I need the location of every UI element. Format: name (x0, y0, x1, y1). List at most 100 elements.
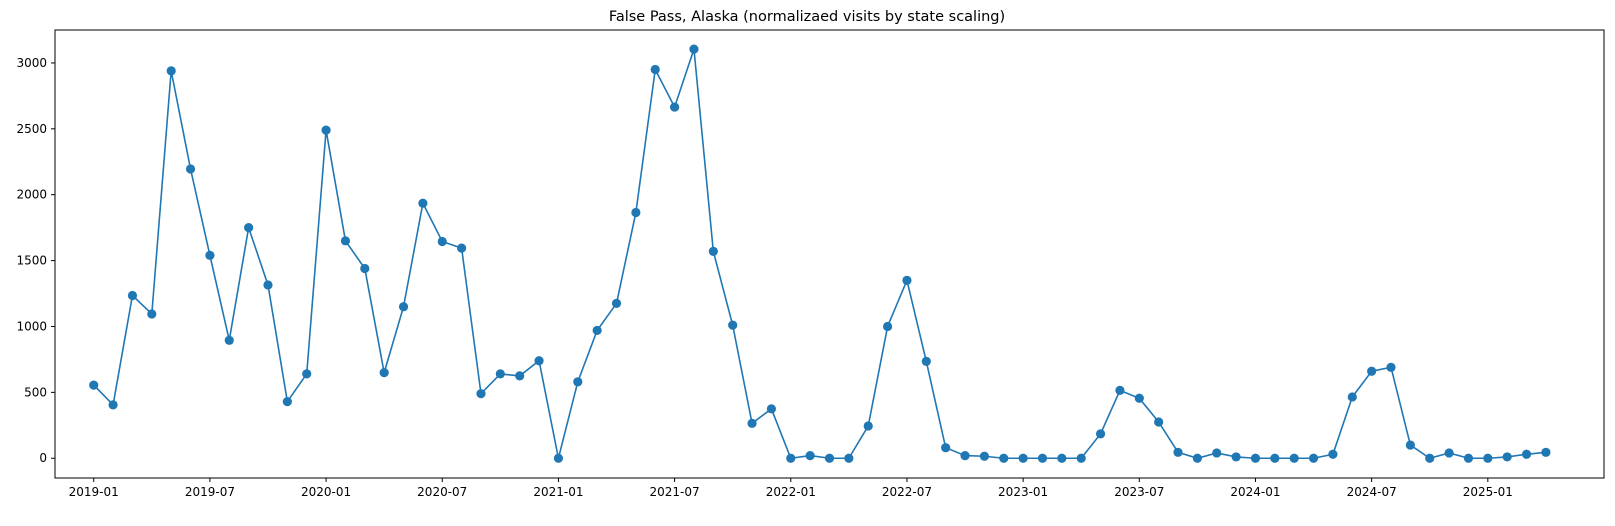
data-point (882, 321, 893, 332)
data-point (398, 302, 409, 312)
data-point (1192, 453, 1202, 463)
x-tick-label: 2024-07 (1347, 485, 1397, 499)
data-point (902, 275, 912, 285)
data-point (1115, 385, 1125, 395)
data-point (573, 377, 583, 387)
data-point (244, 223, 254, 233)
data-point (1057, 453, 1067, 463)
data-point (418, 198, 428, 208)
data-point (166, 66, 176, 76)
data-point (1154, 417, 1164, 427)
x-tick-label: 2023-01 (998, 485, 1048, 499)
y-tick-label: 1500 (16, 254, 47, 268)
data-point (1308, 453, 1319, 463)
data-point (1521, 449, 1532, 459)
y-tick-label: 3000 (16, 56, 47, 70)
data-point (999, 453, 1009, 463)
data-point (747, 418, 757, 428)
data-point (1405, 440, 1415, 450)
data-point (185, 164, 196, 174)
data-point (592, 325, 602, 336)
data-point (611, 298, 622, 309)
data-point (108, 400, 118, 410)
data-point (1095, 429, 1106, 439)
data-point (534, 356, 544, 366)
x-tick-label: 2022-01 (766, 485, 816, 499)
data-point (263, 280, 273, 290)
series-line (93, 48, 1546, 460)
data-point (476, 389, 486, 399)
data-point (708, 246, 718, 256)
data-point (1250, 453, 1261, 463)
data-point (921, 356, 931, 366)
data-point (1134, 393, 1144, 403)
y-tick-label: 2500 (16, 122, 47, 136)
x-tick-label: 2019-07 (185, 485, 235, 499)
y-axis: 0 500 1000 1500 2000 2500 3000 (16, 56, 55, 465)
y-tick-label: 0 (39, 451, 47, 465)
data-point (863, 421, 873, 431)
data-point (205, 250, 215, 260)
data-point (1463, 453, 1474, 463)
data-point (89, 380, 99, 390)
data-point (1425, 453, 1435, 463)
plot-area (89, 44, 1551, 463)
data-point (979, 451, 990, 461)
data-point (1173, 447, 1183, 457)
data-point (1367, 366, 1377, 376)
data-point (495, 369, 505, 379)
data-point (670, 102, 680, 112)
x-tick-label: 2025-01 (1463, 485, 1513, 499)
data-point (127, 290, 138, 301)
data-point (360, 263, 370, 274)
data-point (1212, 448, 1222, 458)
data-point (805, 451, 815, 461)
data-point (1037, 453, 1048, 463)
x-tick-label: 2019-01 (69, 485, 119, 499)
data-point (224, 335, 234, 345)
data-point (960, 451, 970, 461)
x-tick-label: 2021-01 (533, 485, 583, 499)
data-point (1231, 452, 1241, 462)
data-point (728, 320, 738, 330)
plot-frame (54, 29, 1605, 479)
x-tick-label: 2020-01 (301, 485, 351, 499)
data-point (689, 44, 699, 54)
data-point (766, 404, 777, 414)
x-axis: 2019-01 2019-07 2020-01 2020-07 2021-01 2021-… (69, 478, 1513, 499)
data-point (941, 443, 951, 453)
chart-title: False Pass, Alaska (normalizaed visits b… (609, 9, 1005, 25)
data-point (631, 207, 641, 218)
data-point (515, 371, 525, 381)
data-point (1347, 392, 1357, 402)
data-point (650, 64, 660, 75)
data-point (824, 453, 835, 463)
data-point (1076, 453, 1086, 463)
data-point (302, 369, 312, 379)
data-point (1328, 449, 1338, 459)
data-point (786, 453, 796, 463)
data-point (437, 236, 447, 247)
data-point (1018, 453, 1028, 463)
y-tick-label: 500 (24, 385, 47, 399)
data-point (1289, 453, 1299, 463)
data-point (1270, 453, 1280, 463)
x-tick-label: 2022-07 (882, 485, 932, 499)
data-point (340, 236, 351, 246)
data-point (1541, 447, 1551, 457)
data-point (457, 243, 467, 253)
y-tick-label: 2000 (16, 188, 47, 202)
x-tick-label: 2023-07 (1114, 485, 1164, 499)
data-point (321, 125, 331, 135)
data-point (147, 309, 157, 319)
data-point (1483, 453, 1493, 463)
data-point (844, 453, 854, 463)
x-tick-label: 2020-07 (417, 485, 467, 499)
y-tick-label: 1000 (16, 319, 47, 333)
data-point (379, 367, 389, 378)
data-point (553, 453, 564, 463)
data-point (1386, 362, 1396, 372)
data-point (282, 396, 292, 407)
